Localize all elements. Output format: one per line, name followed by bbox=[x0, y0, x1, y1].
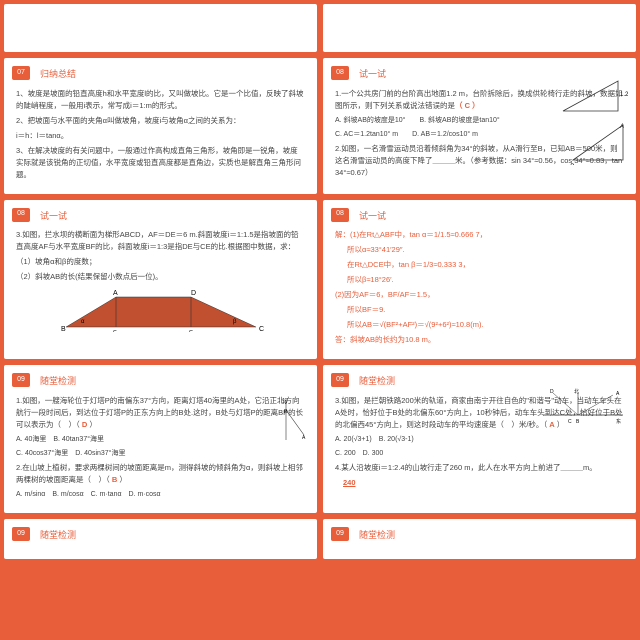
train-fig: 北东 D CB A bbox=[538, 385, 628, 425]
content-08b: 3.如图，拦水坝的横断面为梯形ABCD，AF＝DE＝6 m.斜面坡度i＝1:1.… bbox=[16, 229, 305, 283]
slide-09c: 09 随堂检测 bbox=[4, 519, 317, 559]
slide-08a: 08 试一试 1.一个公共房门前的台阶高出地面1.2 m，台阶拆除后，换成供轮椅… bbox=[323, 58, 636, 194]
title-09d: 随堂检测 bbox=[359, 529, 624, 543]
title-07: 归纳总结 bbox=[40, 68, 305, 82]
svg-text:F: F bbox=[113, 331, 117, 332]
svg-text:B: B bbox=[576, 419, 580, 425]
slide-09d: 09 随堂检测 bbox=[323, 519, 636, 559]
tag-07: 07 bbox=[12, 66, 30, 80]
tag-09c: 09 bbox=[12, 527, 30, 541]
slide-top-right bbox=[323, 4, 636, 52]
svg-text:E: E bbox=[189, 331, 193, 332]
content-09a: 1.如图，一艘海轮位于灯塔P的南偏东37°方向，距离灯塔40海里的A处，它沿正北… bbox=[16, 395, 305, 501]
svg-text:C: C bbox=[568, 419, 572, 425]
svg-text:D: D bbox=[191, 290, 196, 297]
svg-text:β: β bbox=[233, 319, 237, 325]
svg-text:B: B bbox=[61, 326, 66, 332]
svg-text:1.2m: 1.2m bbox=[620, 92, 628, 98]
svg-text:北: 北 bbox=[574, 388, 579, 395]
svg-text:α: α bbox=[81, 319, 85, 325]
tag-08b: 08 bbox=[12, 208, 30, 222]
slides-grid: 07 归纳总结 1、坡度是坡面的铅直高度h和水平宽度l的比，又叫做坡比。它是一个… bbox=[4, 4, 636, 559]
content-08c: 解：(1)在Rt△ABF中，tan α＝1/1.5≈0.666 7， 所以α≈3… bbox=[335, 229, 624, 346]
slide-09b: 09 随堂检测 3.如图，是拦朝铁路200米的轨道，商家由南宁开往自色的"和谐号… bbox=[323, 365, 636, 513]
svg-text:B: B bbox=[570, 164, 574, 165]
svg-text:东: 东 bbox=[616, 418, 621, 425]
title-08b: 试一试 bbox=[40, 210, 305, 224]
tag-09d: 09 bbox=[331, 527, 349, 541]
svg-text:A: A bbox=[619, 124, 624, 130]
svg-text:北: 北 bbox=[282, 398, 287, 405]
lighthouse-fig: 北PA bbox=[264, 395, 309, 445]
trapezoid-fig: B A D C F E α β bbox=[51, 287, 271, 332]
slide-08c: 08 试一试 解：(1)在Rt△ABF中，tan α＝1/1.5≈0.666 7… bbox=[323, 200, 636, 360]
tag-09a: 09 bbox=[12, 373, 30, 387]
svg-text:C: C bbox=[259, 326, 264, 332]
svg-text:A: A bbox=[616, 391, 620, 397]
tag-08a: 08 bbox=[331, 66, 349, 80]
svg-text:D: D bbox=[550, 389, 554, 395]
svg-text:A: A bbox=[302, 435, 306, 441]
tag-09b: 09 bbox=[331, 373, 349, 387]
svg-text:A: A bbox=[113, 290, 118, 297]
triangle-fig-1: 1.2m bbox=[558, 76, 628, 116]
slide-08b: 08 试一试 3.如图，拦水坝的横断面为梯形ABCD，AF＝DE＝6 m.斜面坡… bbox=[4, 200, 317, 360]
ski-fig: BA bbox=[568, 120, 628, 165]
tag-08c: 08 bbox=[331, 208, 349, 222]
title-09c: 随堂检测 bbox=[40, 529, 305, 543]
slide-07: 07 归纳总结 1、坡度是坡面的铅直高度h和水平宽度l的比，又叫做坡比。它是一个… bbox=[4, 58, 317, 194]
slide-09a: 09 随堂检测 1.如图，一艘海轮位于灯塔P的南偏东37°方向，距离灯塔40海里… bbox=[4, 365, 317, 513]
slide-top-left bbox=[4, 4, 317, 52]
title-08c: 试一试 bbox=[359, 210, 624, 224]
title-09a: 随堂检测 bbox=[40, 375, 305, 389]
content-07: 1、坡度是坡面的铅直高度h和水平宽度l的比，又叫做坡比。它是一个比值，反映了斜坡… bbox=[16, 88, 305, 181]
